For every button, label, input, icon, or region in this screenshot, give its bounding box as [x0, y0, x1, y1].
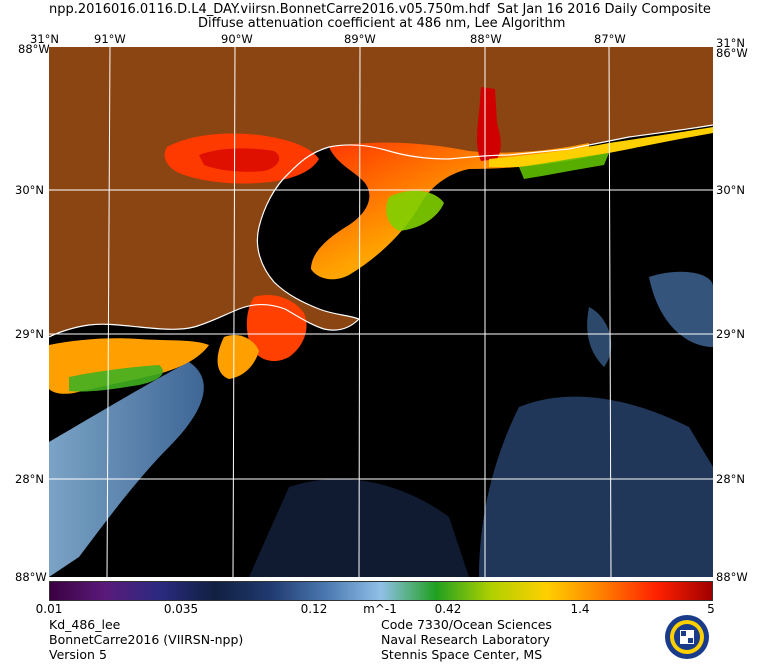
offshore-water-patch [49, 362, 204, 577]
corner-lat-top-left: 31°N [30, 32, 59, 46]
product-name: Kd_486_lee [49, 617, 121, 632]
lon-label-87w: 87°W [594, 32, 626, 46]
land-area [49, 47, 713, 337]
colorbar-tick-0.42: 0.42 [434, 602, 462, 616]
coastal-band-green [69, 365, 163, 392]
colorbar-unit: m^-1 [363, 602, 397, 616]
dataset-name: BonnetCarre2016 (VIIRSN-npp) [49, 632, 244, 647]
colorbar-tick-0.01: 0.01 [35, 602, 63, 616]
mobile-bay [477, 87, 501, 161]
org-code: Code 7330/Ocean Sciences [381, 617, 552, 632]
corner-lon-bottom-left: 88°W [15, 570, 47, 584]
lat-label-29n-left: 29°N [15, 327, 44, 341]
product-subtitle: Diffuse attenuation coefficient at 486 n… [198, 16, 566, 31]
colorbar [49, 581, 713, 601]
east-coast-strip [489, 127, 713, 167]
org-name: Naval Research Laboratory [381, 632, 550, 647]
offshore-water-patch [587, 307, 612, 367]
version-label: Version 5 [49, 647, 107, 662]
lake-pontchartrain-center [199, 148, 280, 172]
corner-lon-top-right: 86°W [716, 46, 748, 60]
offshore-water-patch [479, 396, 713, 577]
lon-label-90w: 90°W [221, 32, 253, 46]
lon-label-89w: 89°W [344, 32, 376, 46]
offshore-water-patch [649, 271, 713, 347]
lat-label-30n-left: 30°N [15, 183, 44, 197]
corner-lat-top-right: 31°N [716, 36, 745, 50]
colorbar-tick-1.4: 1.4 [570, 602, 590, 616]
lat-label-28n-left: 28°N [15, 472, 44, 486]
date-label: Sat Jan 16 2016 Daily Composite [497, 2, 711, 17]
org-location: Stennis Space Center, MS [381, 647, 543, 662]
colorbar-tick-0.12: 0.12 [300, 602, 328, 616]
nrl-seal-logo [665, 615, 709, 659]
coastline [49, 124, 713, 338]
lon-label-88w: 88°W [470, 32, 502, 46]
east-coast-green [519, 153, 609, 179]
corner-lon-bottom-right: 88°W [716, 570, 748, 584]
file-name-title: npp.2016016.0116.D.L4_DAY.viirsn.BonnetC… [49, 2, 490, 17]
kd486-map [49, 47, 713, 577]
river-plume [311, 142, 589, 280]
graticule [49, 47, 713, 577]
delta-plume [246, 294, 307, 362]
lon-label-91w: 91°W [94, 32, 126, 46]
delta-plume-orange [217, 334, 259, 379]
lat-label-29n-right: 29°N [716, 327, 745, 341]
river-plume-green [386, 190, 444, 231]
colorbar-tick-5: 5 [707, 602, 715, 616]
lat-label-30n-right: 30°N [716, 183, 745, 197]
corner-lon-top-left: 88°W [18, 42, 50, 56]
lat-label-28n-right: 28°N [716, 472, 745, 486]
colorbar-tick-0.035: 0.035 [163, 602, 199, 616]
